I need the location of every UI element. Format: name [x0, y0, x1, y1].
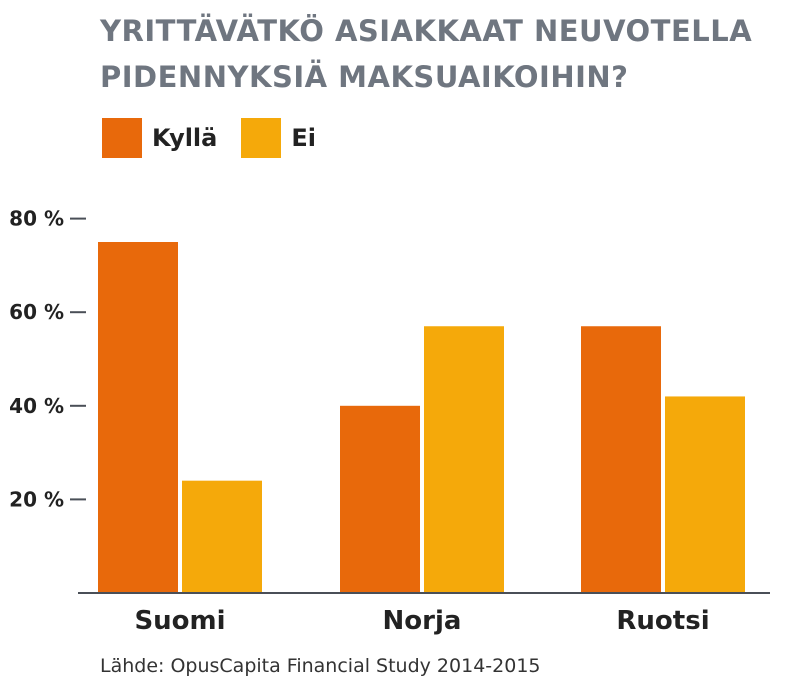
bar-chart: 20 % 40 % 60 % 80 % Suomi Norja Ruotsi: [9, 207, 770, 636]
x-category-label: Norja: [383, 606, 462, 636]
bar-kylla-suomi: [98, 242, 178, 593]
legend-label-kylla: Kyllä: [152, 124, 218, 152]
x-category-label: Ruotsi: [616, 606, 709, 636]
legend-swatch-kylla: [102, 118, 142, 158]
chart-title-line-1: YRITTÄVÄTKÖ ASIAKKAAT NEUVOTELLA: [100, 14, 753, 48]
y-tick-label: 60 %: [9, 300, 64, 324]
chart-title-line-2: PIDENNYKSIÄ MAKSUAIKOIHIN?: [100, 60, 629, 94]
legend-item-kylla: Kyllä: [102, 118, 229, 158]
source-note: Lähde: OpusCapita Financial Study 2014-2…: [100, 655, 541, 677]
y-tick-label: 20 %: [9, 487, 64, 511]
y-tick-label: 40 %: [9, 394, 64, 418]
legend-item-ei: Ei: [241, 118, 328, 158]
bar-kylla-ruotsi: [581, 326, 661, 593]
legend-swatch-ei: [241, 118, 282, 158]
bar-ei-ruotsi: [665, 396, 745, 593]
x-category-label: Suomi: [134, 606, 225, 636]
bar-kylla-norja: [340, 405, 420, 593]
bar-ei-suomi: [182, 480, 262, 593]
bar-ei-norja: [424, 326, 504, 593]
chart-title: YRITTÄVÄTKÖ ASIAKKAAT NEUVOTELLA PIDENNY…: [100, 8, 790, 100]
y-tick-label: 80 %: [9, 207, 64, 231]
legend-label-ei: Ei: [291, 124, 316, 152]
chart-legend: Kyllä Ei: [102, 118, 340, 158]
